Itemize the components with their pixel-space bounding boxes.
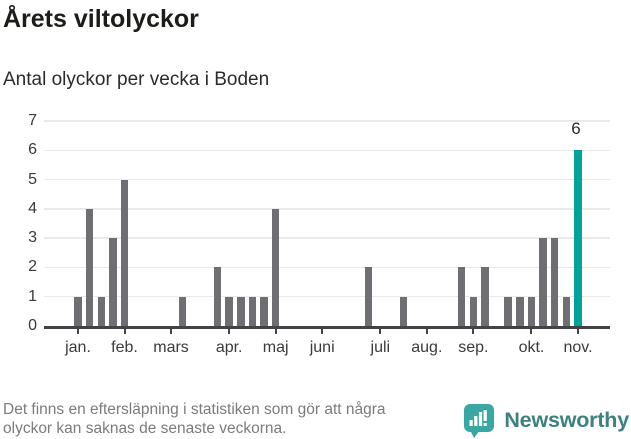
- chart-title: Årets viltolyckor: [3, 5, 199, 33]
- x-tick-label: apr.: [215, 339, 243, 356]
- y-axis-label: 3: [28, 229, 37, 247]
- bar: [457, 267, 466, 326]
- newsworthy-logo: Newsworthy: [463, 403, 629, 438]
- bar: [469, 296, 478, 326]
- y-axis-label: 4: [28, 199, 37, 217]
- bar-chart-plot: 0 1 2 3 4 5 6 7 6 jan. feb. mars apr. maj juni juli aug.…: [28, 112, 610, 356]
- newsworthy-logo-icon: [464, 404, 495, 438]
- y-axis-label: 0: [28, 317, 37, 334]
- x-tick: [274, 328, 277, 334]
- bar: [178, 296, 187, 326]
- y-gridline: [44, 149, 610, 152]
- bar: [109, 238, 117, 326]
- y-gridline: [44, 237, 610, 239]
- bar: [399, 296, 408, 326]
- bar: [85, 208, 94, 326]
- x-tick-label: aug.: [411, 339, 443, 356]
- x-tick: [472, 328, 475, 334]
- x-tick: [123, 328, 126, 334]
- y-axis-label: 7: [28, 112, 37, 129]
- y-gridline: [44, 208, 610, 210]
- chart-subtitle: Antal olyckor per vecka i Boden: [3, 69, 270, 90]
- bar: [550, 238, 559, 326]
- x-tick-label: okt.: [518, 339, 545, 356]
- x-tick-label: feb.: [111, 339, 138, 356]
- y-axis-label: 1: [28, 287, 37, 305]
- newsworthy-logo-text: Newsworthy: [504, 408, 629, 432]
- bar: [74, 296, 82, 326]
- y-axis-label: 2: [28, 258, 37, 276]
- x-tick: [170, 328, 173, 334]
- y-gridline: [44, 178, 610, 181]
- bar: [260, 296, 268, 326]
- x-tick: [530, 328, 533, 334]
- bar: [271, 208, 280, 326]
- x-tick: [321, 328, 324, 334]
- x-tick-label: sep.: [458, 339, 489, 356]
- bar: [481, 267, 489, 326]
- x-tick: [577, 328, 579, 334]
- bar: [248, 296, 257, 326]
- bar: [364, 267, 373, 326]
- bar: [225, 296, 233, 326]
- highlight-bar: [574, 150, 582, 326]
- x-tick: [228, 328, 231, 334]
- y-gridline: [44, 266, 610, 269]
- footnote: Det finns en eftersläpning i statistiken…: [3, 400, 386, 438]
- bar: [237, 296, 245, 326]
- bar: [97, 296, 105, 326]
- x-tick: [425, 328, 428, 334]
- bar: [504, 296, 512, 326]
- x-axis-line: [44, 326, 610, 329]
- bar: [516, 296, 524, 326]
- x-tick: [77, 328, 79, 334]
- y-axis-label: 5: [28, 170, 37, 188]
- y-axis-label: 6: [28, 141, 37, 159]
- x-tick: [379, 328, 382, 334]
- x-tick-label: juni: [309, 339, 335, 356]
- footnote-line-1: Det finns en eftersläpning i statistiken…: [3, 401, 386, 418]
- x-tick-label: jan.: [65, 339, 91, 356]
- x-tick-label: mars: [153, 339, 189, 356]
- footnote-line-2: olyckor kan saknas de senaste veckorna.: [3, 420, 287, 437]
- x-tick-label: maj: [262, 339, 289, 356]
- bar: [539, 238, 547, 326]
- x-tick-label: juli: [370, 339, 391, 356]
- x-tick-label: nov.: [563, 339, 593, 356]
- y-gridline: [44, 295, 610, 298]
- bar: [562, 296, 571, 326]
- bar: [527, 296, 536, 326]
- y-gridline: [44, 120, 610, 122]
- bar: [120, 179, 129, 326]
- bar-value-label: 6: [571, 119, 581, 139]
- bar: [213, 267, 222, 326]
